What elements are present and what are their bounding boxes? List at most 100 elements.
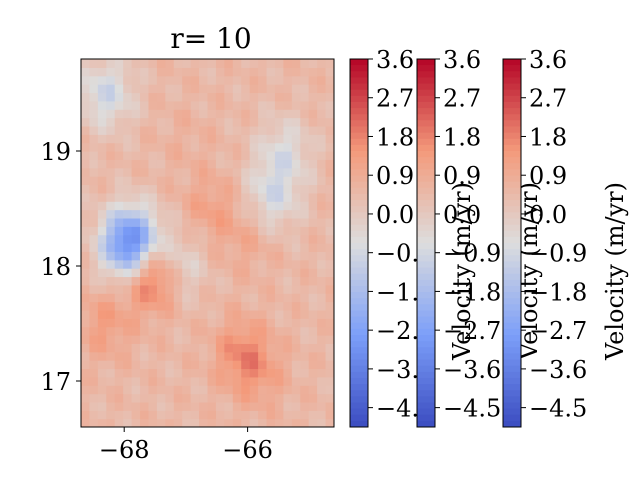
heatmap-cell <box>199 192 209 202</box>
heatmap-cell <box>317 343 327 353</box>
heatmap-cell <box>131 75 141 85</box>
colorbar-segment <box>503 371 521 379</box>
heatmap-cell <box>81 125 91 135</box>
heatmap-cell <box>140 259 150 269</box>
colorbar-segment <box>350 151 368 158</box>
heatmap-cell <box>249 418 259 427</box>
heatmap-cell <box>114 293 124 303</box>
heatmap-cell <box>148 318 158 328</box>
heatmap-cell <box>123 109 133 119</box>
heatmap-cell <box>123 92 133 102</box>
colorbar-tick-label: 0.9 <box>443 162 481 190</box>
heatmap-cell <box>173 376 183 386</box>
heatmap-cell <box>274 234 284 244</box>
colorbar-segment <box>417 310 435 318</box>
heatmap-cell <box>325 326 334 336</box>
heatmap-cell <box>114 259 124 269</box>
heatmap-cell <box>266 234 276 244</box>
colorbar-segment <box>350 138 368 146</box>
heatmap-cell <box>199 376 209 386</box>
colorbar-segment <box>503 310 521 318</box>
heatmap-cell <box>207 376 217 386</box>
colorbar-segment <box>503 273 521 281</box>
colorbar-segment <box>417 353 435 361</box>
heatmap-cell <box>241 284 251 294</box>
heatmap-cell <box>114 134 124 144</box>
heatmap-cell <box>165 67 175 77</box>
colorbar-tick-label: 0.0 <box>443 201 481 229</box>
heatmap-cell <box>89 151 99 160</box>
heatmap-cell <box>266 368 276 378</box>
heatmap-cell <box>283 167 293 177</box>
heatmap-cell <box>182 368 192 378</box>
heatmap-cell <box>190 159 200 169</box>
heatmap-cell <box>182 184 192 194</box>
colorbar-label: Velocity (m/yr) <box>448 182 476 361</box>
colorbar-segment <box>350 359 368 367</box>
heatmap-cell <box>190 385 200 395</box>
heatmap-cell <box>232 410 242 420</box>
heatmap-cell <box>215 318 225 328</box>
heatmap-cell <box>258 251 268 261</box>
heatmap-cell <box>148 268 158 278</box>
heatmap-cell <box>190 75 200 85</box>
heatmap-cell <box>274 134 284 144</box>
heatmap-cell <box>123 67 133 77</box>
heatmap-cell <box>266 268 276 278</box>
heatmap-cell <box>165 351 175 361</box>
heatmap-cell <box>114 117 124 127</box>
heatmap-cell <box>114 418 124 427</box>
heatmap-cell <box>215 251 225 261</box>
heatmap-cell <box>300 318 310 328</box>
heatmap-cell <box>249 243 259 252</box>
heatmap-cell <box>173 125 183 135</box>
colorbar-segment <box>417 77 435 85</box>
heatmap-cell <box>266 59 276 68</box>
heatmap-cell <box>199 309 209 319</box>
heatmap-cell <box>114 284 124 294</box>
heatmap-cell <box>207 176 217 186</box>
colorbar-segment <box>350 212 368 219</box>
heatmap-cell <box>258 418 268 427</box>
heatmap-cell <box>199 151 209 160</box>
heatmap-cell <box>81 159 91 169</box>
heatmap-cell <box>283 109 293 119</box>
heatmap-cell <box>232 376 242 386</box>
colorbar-segment <box>417 414 435 422</box>
heatmap-cell <box>123 226 133 236</box>
colorbar-segment <box>417 347 435 354</box>
heatmap-cell <box>274 360 284 370</box>
colorbar-segment <box>350 328 368 336</box>
heatmap-cell <box>190 109 200 119</box>
heatmap-cell <box>266 284 276 294</box>
heatmap-cell <box>199 176 209 186</box>
heatmap-cell <box>123 401 133 411</box>
chart-title: r= 10 <box>170 22 251 55</box>
heatmap-cell <box>215 125 225 135</box>
heatmap-cell <box>131 151 141 160</box>
colorbar-segment <box>503 347 521 354</box>
heatmap-cell <box>106 117 116 127</box>
heatmap-cell <box>283 401 293 411</box>
heatmap-cell <box>148 134 158 144</box>
heatmap-cell <box>190 401 200 411</box>
heatmap-cell <box>140 251 150 261</box>
heatmap-cell <box>274 117 284 127</box>
heatmap-cell <box>114 92 124 102</box>
heatmap-cell <box>258 217 268 227</box>
heatmap-cell <box>266 75 276 85</box>
heatmap-cell <box>258 234 268 244</box>
heatmap-cell <box>97 343 107 353</box>
heatmap-cell <box>274 176 284 186</box>
heatmap-cell <box>241 100 251 110</box>
heatmap-cell <box>317 309 327 319</box>
heatmap-cell <box>165 259 175 269</box>
heatmap-cell <box>156 134 166 144</box>
heatmap-cell <box>89 217 99 227</box>
heatmap-cell <box>123 360 133 370</box>
heatmap-cell <box>274 151 284 160</box>
heatmap-cell <box>291 167 301 177</box>
heatmap-cell <box>215 134 225 144</box>
heatmap-cell <box>114 67 124 77</box>
